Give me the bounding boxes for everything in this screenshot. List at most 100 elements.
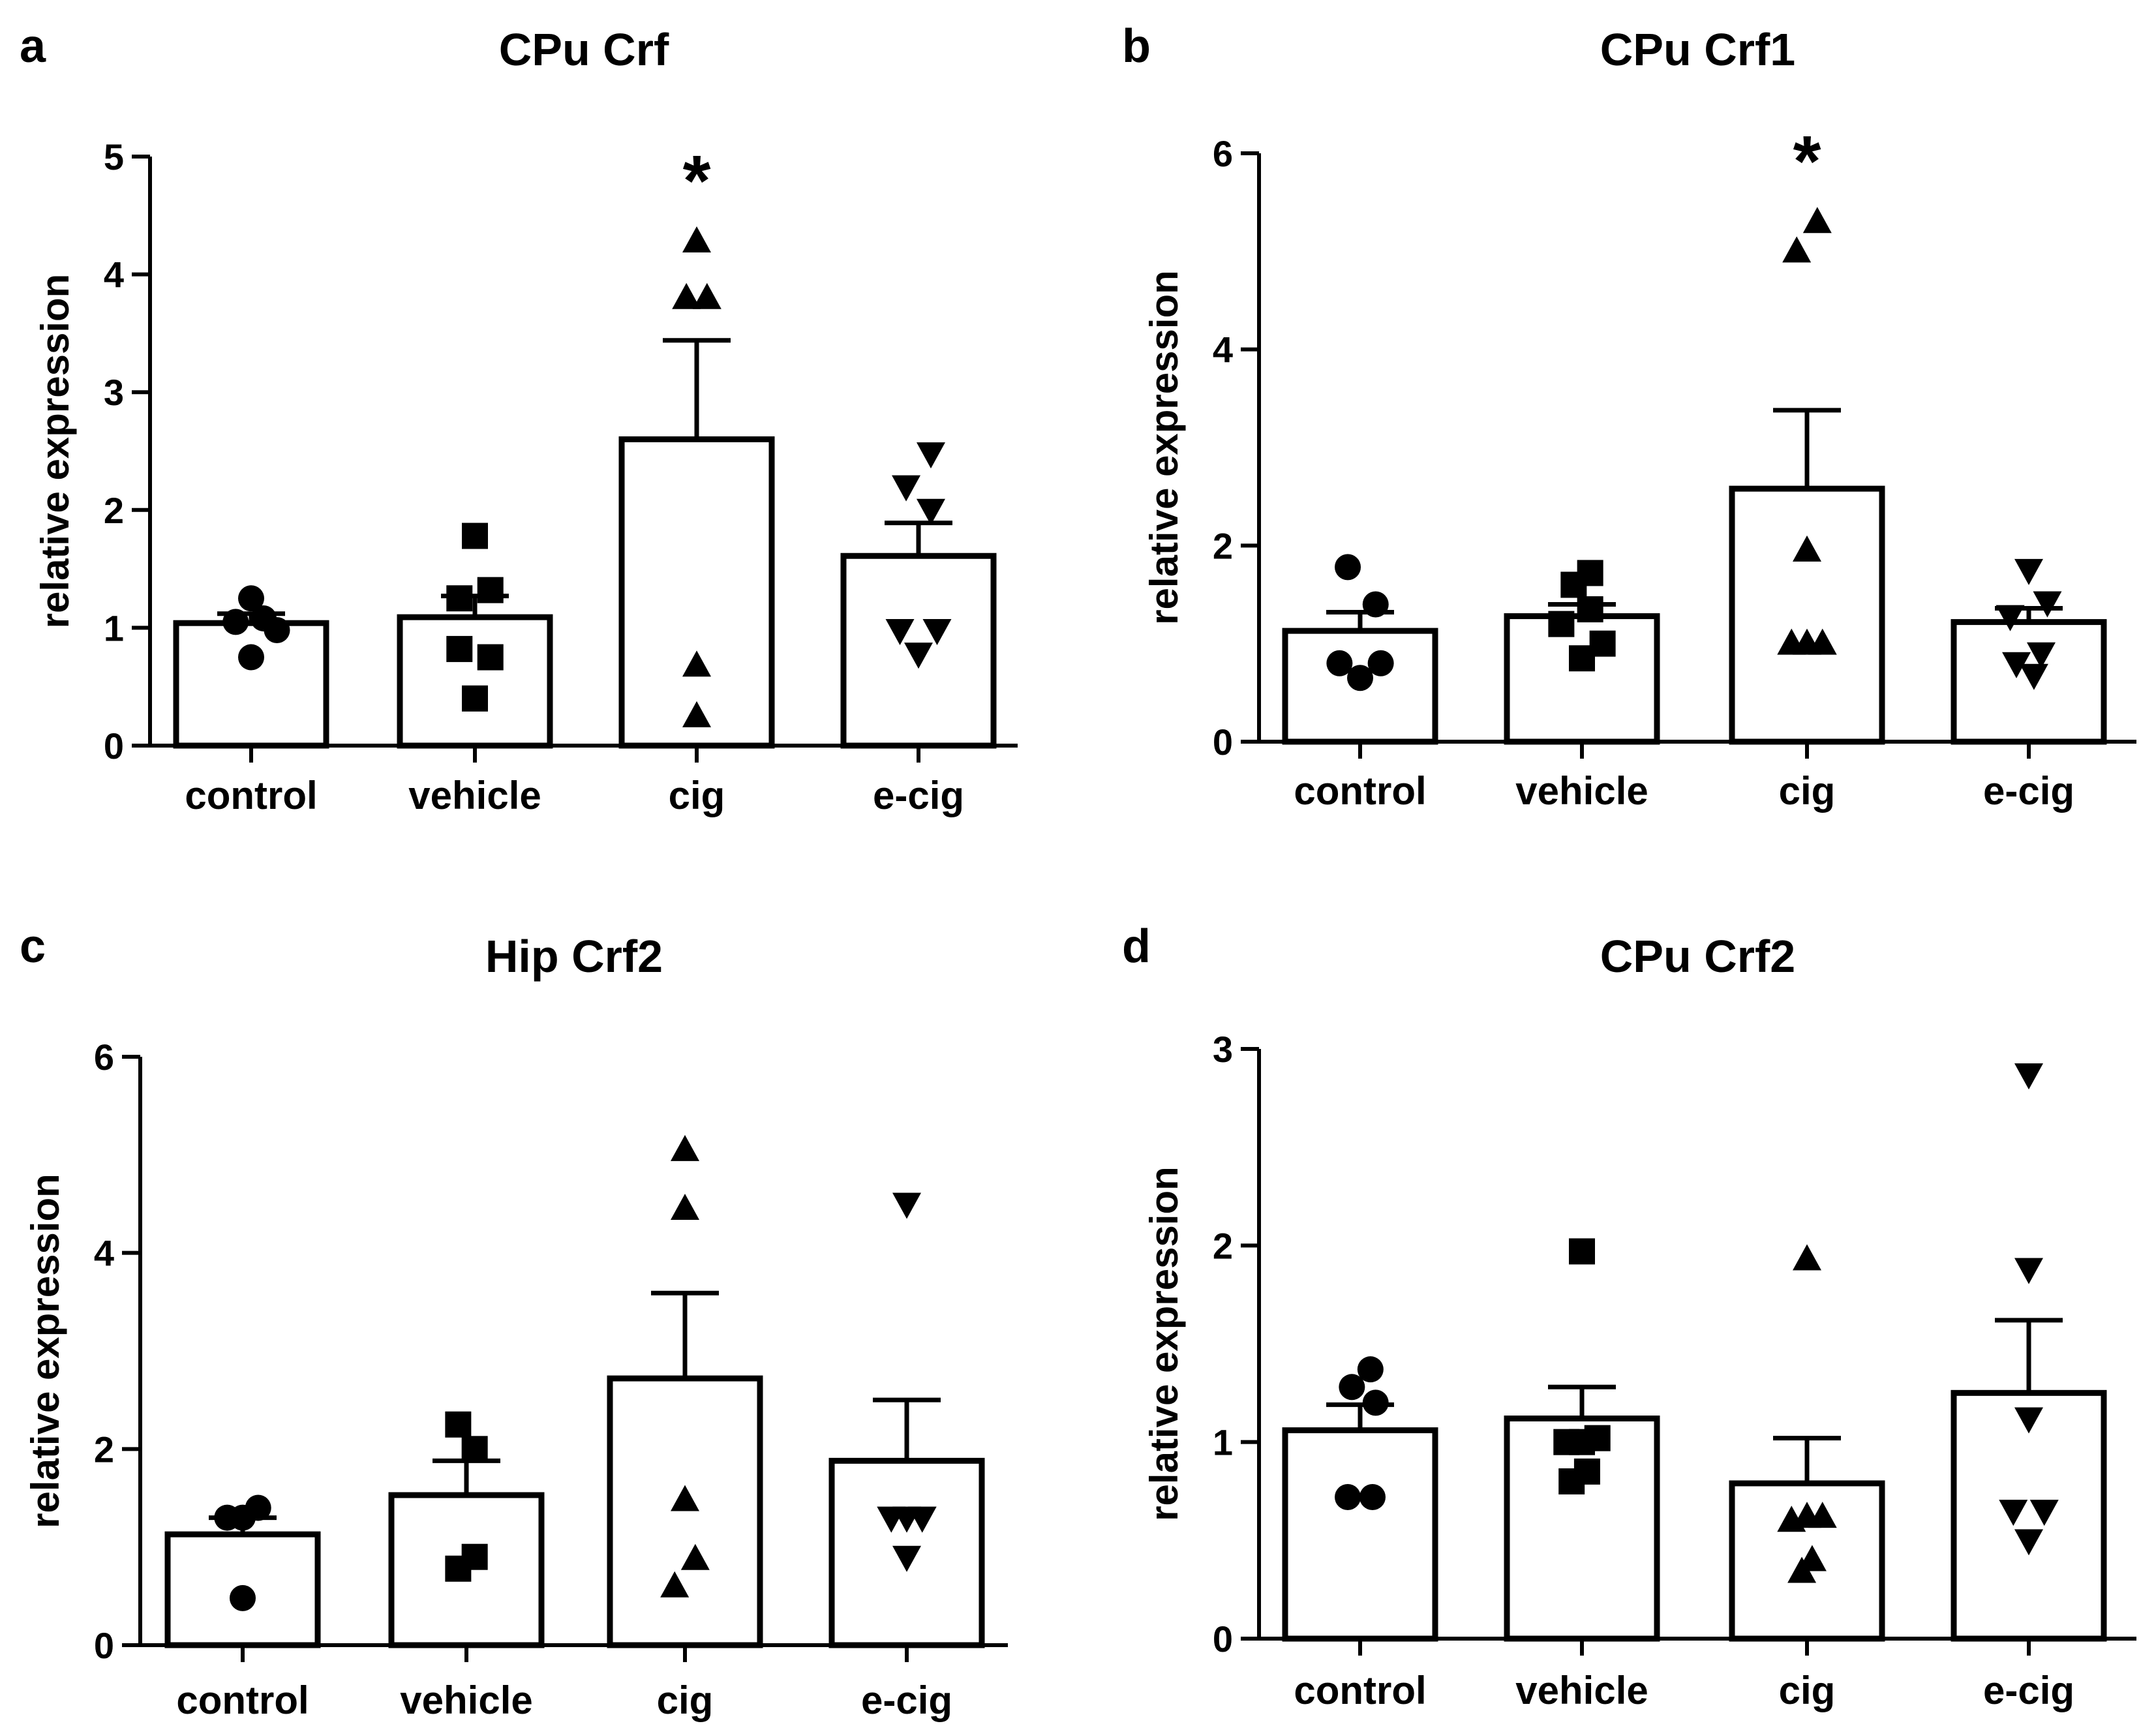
data-point-vehicle [445, 1411, 472, 1438]
panel-b: b CPu Crf1 relative expression 0 2 4 6 control v… [1122, 20, 2136, 813]
data-point-e-cig [892, 1192, 921, 1219]
y-tick-label: 5 [104, 136, 124, 177]
data-point-cig [671, 1194, 699, 1220]
y-tick-label: 6 [94, 1037, 114, 1078]
x-tick-label: cig [1779, 769, 1836, 813]
data-point-cig [682, 701, 711, 727]
data-point-cig [680, 1543, 710, 1570]
data-point-e-cig [2014, 1258, 2043, 1284]
data-point-cig [660, 1571, 690, 1598]
data-point-control [238, 585, 264, 612]
bar-e-cig [1951, 1389, 2107, 1642]
data-point-e-cig [2014, 1407, 2043, 1434]
data-point-e-cig [922, 619, 952, 646]
y-axis-label: relative expression [33, 274, 77, 629]
data-point-cig [1802, 207, 1832, 234]
data-point-cig [1787, 1556, 1817, 1583]
data-point-vehicle [1569, 645, 1595, 672]
x-tick-label: vehicle [408, 774, 541, 817]
panel-label: d [1122, 920, 1151, 973]
bar-cig [1729, 485, 1885, 745]
panel-label: c [20, 920, 46, 973]
data-point-control [1335, 1484, 1361, 1511]
x-tick-label: e-cig [1983, 769, 2074, 813]
y-tick-label: 3 [1213, 1029, 1233, 1070]
x-tick-label: vehicle [1515, 1669, 1648, 1712]
data-point-vehicle [1577, 596, 1603, 623]
data-point-cig [671, 1134, 699, 1161]
bar-cig [618, 436, 775, 749]
data-point-cig [1808, 1502, 1837, 1528]
y-tick-label: 1 [104, 607, 124, 648]
x-tick-label: e-cig [861, 1678, 952, 1722]
y-tick-label: 0 [94, 1625, 114, 1666]
bar-vehicle [397, 614, 553, 749]
data-point-e-cig [1996, 605, 2025, 631]
chart-title: CPu Crf1 [1600, 24, 1795, 75]
data-point-control [1362, 1389, 1389, 1416]
data-point-vehicle [1569, 1238, 1595, 1265]
bar-vehicle [1504, 1416, 1660, 1642]
x-tick-label: e-cig [1983, 1669, 2074, 1712]
data-point-e-cig [2026, 642, 2056, 669]
data-point-e-cig [892, 1545, 921, 1572]
data-point-control [238, 644, 264, 671]
x-tick-label: e-cig [873, 774, 964, 817]
data-point-cig [671, 1485, 699, 1511]
bar-cig [607, 1375, 763, 1648]
y-tick-label: 4 [94, 1233, 114, 1274]
data-point-e-cig [2019, 663, 2048, 690]
y-tick-label: 0 [1213, 1618, 1233, 1660]
x-tick-label: cig [669, 774, 725, 817]
data-point-control [1339, 1374, 1365, 1401]
x-tick-label: control [176, 1678, 309, 1722]
data-point-vehicle [446, 635, 473, 662]
data-point-control [1359, 1484, 1386, 1511]
data-point-control [230, 1584, 256, 1611]
data-point-control [1362, 591, 1389, 618]
data-point-e-cig [2014, 1529, 2043, 1556]
x-tick-label: control [1294, 1669, 1426, 1712]
y-tick-label: 2 [1213, 1225, 1233, 1266]
data-point-e-cig [2002, 652, 2031, 678]
panel-a: a CPu Crf relative expression 0 1 2 3 4 5 control… [20, 20, 1018, 817]
data-point-cig [1808, 628, 1837, 655]
data-point-e-cig [2033, 591, 2062, 618]
bar-e-cig [1951, 619, 2107, 745]
y-tick-label: 1 [1213, 1422, 1233, 1463]
data-point-e-cig [916, 498, 945, 525]
y-tick-label: 4 [1213, 329, 1233, 371]
data-point-vehicle [1573, 1458, 1600, 1485]
panel-label: b [1122, 20, 1151, 72]
y-tick-label: 2 [104, 490, 124, 531]
y-tick-label: 4 [104, 254, 124, 296]
y-axis-label: relative expression [1142, 270, 1186, 625]
significance-star: * [1793, 121, 1821, 202]
chart-title: Hip Crf2 [485, 931, 663, 982]
x-tick-label: cig [1779, 1669, 1836, 1712]
data-point-vehicle [477, 644, 504, 671]
data-point-cig [1782, 236, 1812, 263]
y-tick-label: 0 [104, 725, 124, 766]
panel-label: a [20, 20, 46, 72]
x-tick-label: control [1294, 769, 1426, 813]
data-point-control [1347, 665, 1373, 691]
data-point-vehicle [1584, 1425, 1611, 1451]
data-point-e-cig [2014, 1063, 2043, 1090]
panel-d: d CPu Crf2 relative expression 0 1 2 3 control v… [1122, 920, 2136, 1712]
data-point-e-cig [904, 643, 933, 669]
bar-control [1282, 1427, 1438, 1642]
x-tick-label: vehicle [1515, 769, 1648, 813]
data-point-e-cig [1999, 1500, 2028, 1526]
data-point-vehicle [1548, 611, 1575, 637]
x-tick-label: control [185, 774, 317, 817]
y-tick-label: 2 [1213, 525, 1233, 566]
y-tick-label: 2 [94, 1429, 114, 1470]
data-point-cig [1793, 535, 1821, 562]
x-tick-label: cig [657, 1678, 714, 1722]
y-tick-label: 6 [1213, 133, 1233, 174]
data-point-vehicle [1577, 560, 1603, 586]
y-tick-label: 0 [1213, 721, 1233, 763]
y-tick-label: 3 [104, 372, 124, 413]
